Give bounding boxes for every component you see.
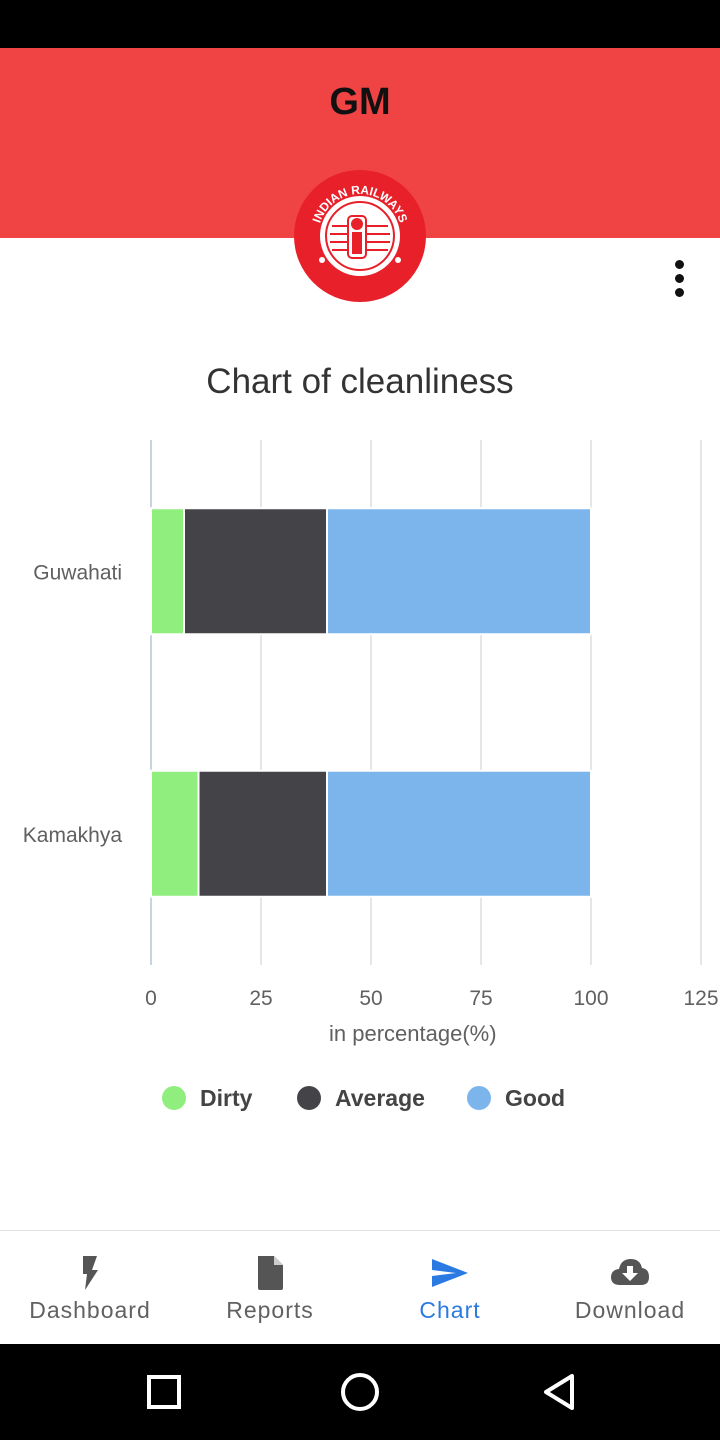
x-tick-label: 125 [683, 987, 718, 1010]
chart-title: Chart of cleanliness [206, 362, 514, 401]
bottom-navigation: Dashboard Reports Chart Download [0, 1230, 720, 1345]
nav-label-reports: Reports [226, 1297, 314, 1323]
legend-label-good: Good [505, 1084, 566, 1111]
status-bar [0, 0, 720, 48]
back-triangle-icon[interactable] [532, 1364, 588, 1420]
bar-average-kamakhya[interactable] [197, 769, 328, 898]
x-tick-label: 50 [359, 987, 382, 1010]
chart-legend: Dirty Average Good [0, 1078, 720, 1118]
category-label: Guwahati [33, 561, 122, 584]
legend-item-good[interactable]: Good [467, 1078, 565, 1118]
nav-label-download: Download [574, 1297, 686, 1323]
cloud-download-icon [611, 1259, 649, 1285]
nav-label-chart: Chart [419, 1297, 481, 1323]
nav-item-dashboard[interactable]: Dashboard [0, 1231, 180, 1345]
legend-item-average[interactable]: Average [297, 1078, 425, 1118]
home-circle-icon[interactable] [332, 1364, 388, 1420]
category-label: Kamakhya [23, 824, 123, 847]
x-axis-label: in percentage(%) [329, 1021, 497, 1046]
flash-icon [83, 1256, 98, 1290]
cleanliness-chart: 0 25 50 75 100 125 in percentage(%) Guwahati Kam… [23, 440, 719, 1046]
legend-dot-good [467, 1086, 491, 1110]
nav-item-reports[interactable]: Reports [180, 1231, 360, 1345]
indian-railways-logo-icon: INDIAN RAILWAYS [294, 170, 426, 302]
send-icon [432, 1259, 468, 1287]
bar-good-guwahati[interactable] [326, 507, 592, 636]
bar-good-kamakhya[interactable] [326, 769, 592, 898]
nav-label-dashboard: Dashboard [29, 1297, 151, 1323]
x-tick-label: 0 [145, 987, 157, 1010]
bar-dirty-guwahati[interactable] [150, 507, 185, 636]
legend-label-average: Average [335, 1084, 425, 1111]
bar-dirty-kamakhya[interactable] [150, 769, 200, 898]
x-tick-label: 100 [573, 987, 608, 1010]
x-tick-label: 75 [469, 987, 492, 1010]
bar-average-guwahati[interactable] [183, 507, 328, 636]
legend-label-dirty: Dirty [200, 1084, 253, 1111]
nav-item-download[interactable]: Download [540, 1231, 720, 1345]
legend-item-dirty[interactable]: Dirty [162, 1078, 252, 1118]
recents-square-icon[interactable] [136, 1364, 192, 1420]
page-title: GM [329, 81, 391, 123]
more-vert-icon[interactable] [660, 254, 700, 302]
document-icon [258, 1256, 283, 1290]
system-navigation-bar [0, 1344, 720, 1440]
legend-dot-average [297, 1086, 321, 1110]
nav-item-chart[interactable]: Chart [360, 1231, 540, 1345]
legend-dot-dirty [162, 1086, 186, 1110]
x-tick-label: 25 [249, 987, 272, 1010]
